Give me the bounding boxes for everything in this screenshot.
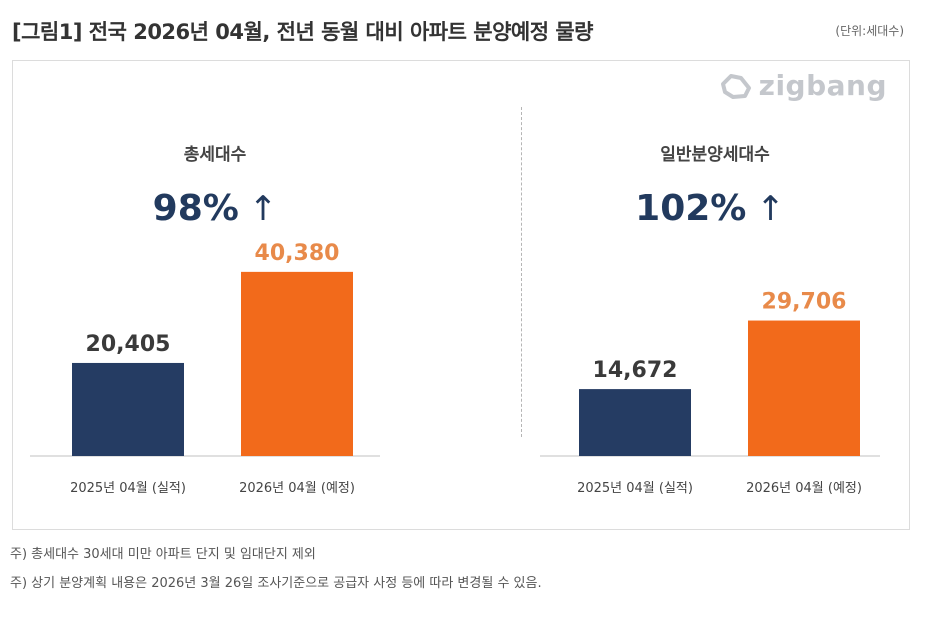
category-label: 2026년 04월 (예정) xyxy=(746,481,862,496)
value-label: 29,706 xyxy=(762,290,847,315)
category-label: 2025년 04월 (실적) xyxy=(577,481,693,496)
logo-text: zigbang xyxy=(758,69,887,102)
arrow-up-icon: ↑ xyxy=(248,188,278,229)
value-label: 40,380 xyxy=(255,241,340,266)
figure-title: [그림1] 전국 2026년 04월, 전년 동월 대비 아파트 분양예정 물량 xyxy=(12,20,593,44)
arrow-up-icon: ↑ xyxy=(756,188,785,229)
section-title-general: 일반분양세대수 xyxy=(660,145,770,165)
change-general-value: 102% xyxy=(635,188,747,229)
change-general: 102% ↑ xyxy=(635,188,785,229)
bar-planned xyxy=(241,271,353,456)
change-total-value: 98% xyxy=(152,188,239,229)
bar-actual xyxy=(72,362,184,456)
footnote-1: 주) 총세대수 30세대 미만 아파트 단지 및 임대단지 제외 xyxy=(10,547,316,562)
footnote-2: 주) 상기 분양계획 내용은 2026년 3월 26일 조사기준으로 공급자 사… xyxy=(10,576,542,591)
value-label: 14,672 xyxy=(593,358,678,383)
bar-planned xyxy=(748,320,860,456)
zigbang-logo-icon xyxy=(720,73,751,99)
category-label: 2025년 04월 (실적) xyxy=(70,481,186,496)
zigbang-logo: zigbang xyxy=(719,69,887,102)
bar-actual xyxy=(579,389,691,456)
change-total: 98% ↑ xyxy=(153,188,278,229)
value-label: 20,405 xyxy=(86,332,171,357)
section-divider xyxy=(521,107,522,437)
unit-label: (단위:세대수) xyxy=(835,24,904,38)
category-label: 2026년 04월 (예정) xyxy=(239,481,355,496)
section-title-total: 총세대수 xyxy=(183,145,247,165)
